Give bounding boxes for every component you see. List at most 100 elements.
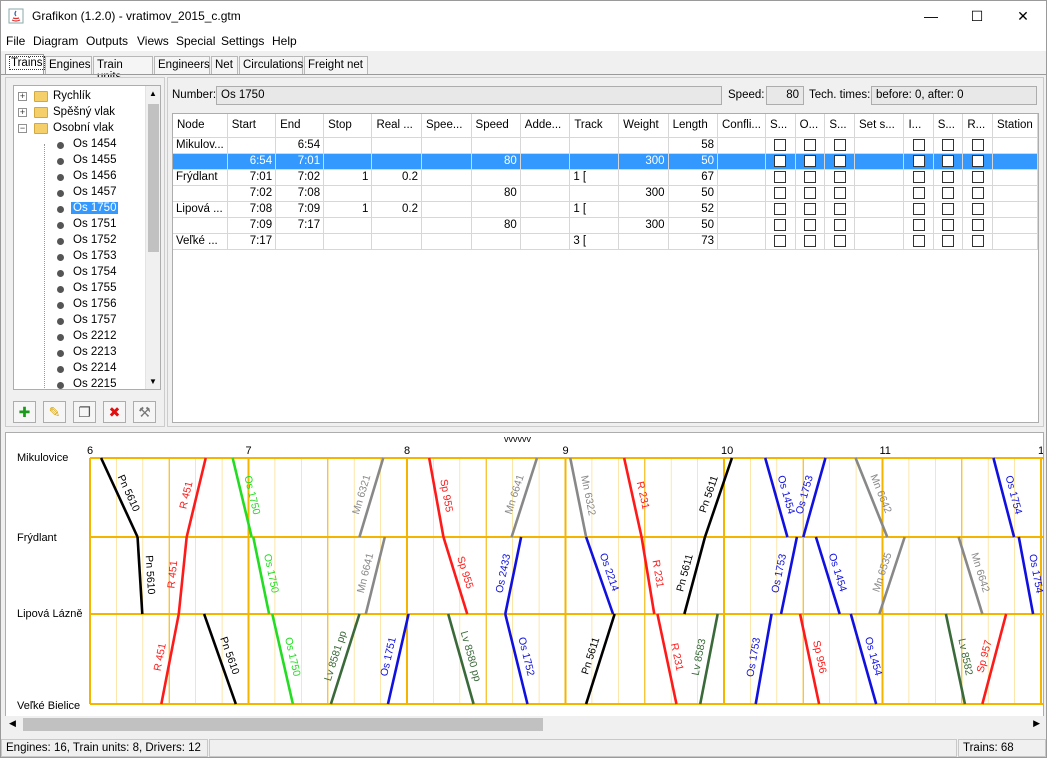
train-line[interactable] xyxy=(386,613,410,705)
cell-real[interactable] xyxy=(371,153,422,170)
delete-train-button[interactable]: ✖ xyxy=(103,401,126,423)
tree-train-item[interactable]: Os 1457 xyxy=(14,185,146,201)
tab-trains[interactable]: Trains xyxy=(5,54,45,75)
row-checkbox[interactable] xyxy=(804,186,816,199)
cell-track[interactable]: 1 [ xyxy=(569,169,620,186)
train-line[interactable] xyxy=(446,613,475,705)
train-line[interactable] xyxy=(763,457,789,538)
train-line[interactable] xyxy=(503,536,523,615)
row-checkbox[interactable] xyxy=(912,218,925,231)
scroll-down-icon[interactable]: ▼ xyxy=(149,377,157,386)
cell-real[interactable]: 0.2 xyxy=(371,201,422,218)
cell-end[interactable]: 7:02 xyxy=(275,169,325,186)
row-checkbox[interactable] xyxy=(942,218,954,231)
cell-length[interactable]: 50 xyxy=(668,185,719,202)
edit-train-button[interactable]: ✎ xyxy=(43,401,66,423)
cell-spee[interactable] xyxy=(421,185,472,202)
cell-stop[interactable]: 1 xyxy=(323,201,373,218)
tech-times-field[interactable]: before: 0, after: 0 xyxy=(871,86,1037,105)
cell-stop[interactable]: 1 xyxy=(323,169,373,186)
cell-node[interactable]: Lipová ... xyxy=(173,201,228,218)
train-line[interactable] xyxy=(779,536,799,615)
cell-length[interactable]: 50 xyxy=(668,217,719,234)
tab-engines[interactable]: Engines xyxy=(45,56,92,75)
cell-track[interactable] xyxy=(569,137,620,154)
cell-spee[interactable] xyxy=(421,169,472,186)
train-line[interactable] xyxy=(656,613,678,705)
tree-train-item[interactable]: Os 1755 xyxy=(14,281,146,297)
tree-scroll-thumb[interactable] xyxy=(148,104,159,252)
timetable-row[interactable]: 7:02 7:08 80 300 50 xyxy=(173,185,1038,202)
tree-scrollbar[interactable]: ▲ ▼ xyxy=(145,86,160,389)
cell-end[interactable]: 6:54 xyxy=(275,137,325,154)
row-checkbox[interactable] xyxy=(912,138,925,151)
train-line[interactable] xyxy=(185,457,207,538)
train-line[interactable] xyxy=(944,613,967,705)
timetable-row[interactable]: Veľké ... 7:17 3 [73 xyxy=(173,233,1038,250)
cell-node[interactable] xyxy=(173,217,228,234)
menu-diagram[interactable]: Diagram xyxy=(33,34,79,48)
train-line[interactable] xyxy=(427,457,445,538)
column-header[interactable]: Spee... xyxy=(421,114,472,138)
cell-length[interactable]: 67 xyxy=(668,169,719,186)
tree-train-item[interactable]: Os 1754 xyxy=(14,265,146,281)
cell-speed[interactable] xyxy=(471,201,521,218)
collapse-icon[interactable]: − xyxy=(18,123,27,133)
column-header[interactable]: I... xyxy=(903,114,934,138)
row-checkbox[interactable] xyxy=(804,218,816,231)
tab-freight-net[interactable]: Freight net xyxy=(304,56,368,75)
train-line[interactable] xyxy=(568,457,588,538)
cell-real[interactable] xyxy=(371,137,422,154)
tree-train-item[interactable]: Os 1752 xyxy=(14,233,146,249)
row-checkbox[interactable] xyxy=(774,138,787,151)
cell-added[interactable] xyxy=(520,185,571,202)
scroll-right-icon[interactable]: ▶ xyxy=(1033,718,1040,728)
cell-spee[interactable] xyxy=(421,137,472,154)
menu-outputs[interactable]: Outputs xyxy=(86,34,129,48)
cell-added[interactable] xyxy=(520,233,571,250)
cell-track[interactable] xyxy=(569,185,620,202)
timetable-row[interactable]: Frýdlant 7:01 7:02 1 0.2 1 [67 xyxy=(173,169,1038,186)
cell-added[interactable] xyxy=(520,169,571,186)
cell-real[interactable] xyxy=(371,233,422,250)
cell-start[interactable]: 7:02 xyxy=(227,185,277,202)
tree-train-item[interactable]: Os 2215 xyxy=(14,377,146,389)
cell-stop[interactable] xyxy=(323,185,373,202)
diagram-scroll-thumb[interactable] xyxy=(23,718,543,731)
train-line[interactable] xyxy=(957,536,984,615)
train-line[interactable] xyxy=(622,457,643,538)
row-checkbox[interactable] xyxy=(942,234,954,247)
tree-train-item[interactable]: Os 1456 xyxy=(14,169,146,185)
train-tree[interactable]: ▲ ▼ + Rychlík + Spěšný vlak − Osobní vlak Os 1… xyxy=(13,85,161,390)
row-checkbox[interactable] xyxy=(833,218,846,231)
cell-start[interactable]: 7:08 xyxy=(227,201,277,218)
column-header[interactable]: Speed xyxy=(471,114,521,138)
cell-weight[interactable] xyxy=(618,233,669,250)
cell-end[interactable]: 7:09 xyxy=(275,201,325,218)
tree-train-item[interactable]: Os 2212 xyxy=(14,329,146,345)
row-checkbox[interactable] xyxy=(774,202,787,215)
tab-net[interactable]: Net xyxy=(211,56,238,75)
cell-added[interactable] xyxy=(520,217,571,234)
column-header[interactable]: Node xyxy=(173,114,228,138)
cell-real[interactable] xyxy=(371,185,422,202)
scroll-up-icon[interactable]: ▲ xyxy=(149,89,157,98)
cell-weight[interactable]: 300 xyxy=(618,185,669,202)
cell-set-speed[interactable] xyxy=(854,169,905,186)
train-line[interactable] xyxy=(814,536,841,615)
timetable-grid[interactable]: Node Start End Stop Real ... Spee... Speed Adde… xyxy=(172,113,1039,423)
cell-weight[interactable]: 300 xyxy=(618,217,669,234)
row-checkbox[interactable] xyxy=(971,170,984,183)
cell-weight[interactable] xyxy=(618,201,669,218)
number-field[interactable]: Os 1750 xyxy=(216,86,722,105)
row-checkbox[interactable] xyxy=(912,170,925,183)
cell-set-speed[interactable] xyxy=(854,217,905,234)
row-checkbox[interactable] xyxy=(942,202,954,215)
tree-train-item[interactable]: Os 1750 xyxy=(14,201,146,217)
menu-views[interactable]: Views xyxy=(137,34,169,48)
column-header[interactable]: Set s... xyxy=(854,114,905,138)
train-line[interactable] xyxy=(136,536,144,615)
close-button[interactable]: ✕ xyxy=(1017,8,1029,24)
row-checkbox[interactable] xyxy=(774,170,787,183)
tree-group[interactable]: + Spěšný vlak xyxy=(14,105,146,121)
